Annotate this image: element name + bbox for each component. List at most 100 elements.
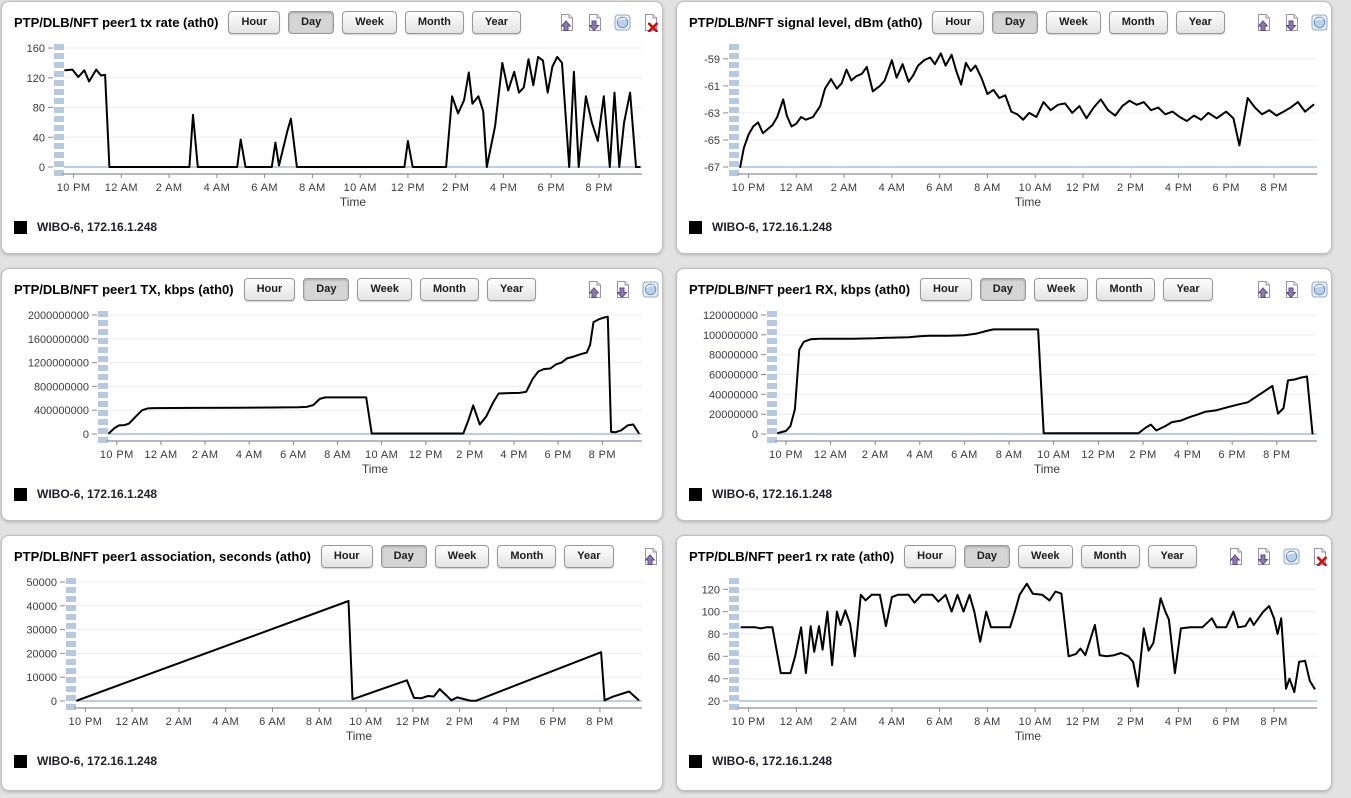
legend-swatch-icon <box>14 220 27 234</box>
x-tick-label: 8 AM <box>324 449 351 461</box>
range-button-year[interactable]: Year <box>1147 544 1197 568</box>
x-tick-label: 6 PM <box>538 182 565 194</box>
range-button-month[interactable]: Month <box>1108 10 1168 34</box>
range-button-day[interactable]: Day <box>380 544 427 568</box>
x-tick-label: 2 PM <box>446 716 473 728</box>
y-tick-label: 120000000 <box>703 310 758 322</box>
range-button-week[interactable]: Week <box>434 544 490 568</box>
range-button-year[interactable]: Year <box>1175 10 1225 34</box>
range-button-month[interactable]: Month <box>1080 544 1140 568</box>
y-tick-label: 80 <box>33 103 45 115</box>
vertical-stripe-bar <box>98 419 108 425</box>
vertical-stripe-bar <box>66 650 76 656</box>
range-button-month[interactable]: Month <box>404 10 464 34</box>
range-button-week[interactable]: Week <box>1018 544 1073 568</box>
y-tick-label: 40000 <box>26 601 57 613</box>
delete-icon[interactable] <box>1311 547 1328 566</box>
range-button-week[interactable]: Week <box>357 277 412 301</box>
vertical-stripe-bar <box>54 170 64 176</box>
range-button-week[interactable]: Week <box>1033 277 1089 301</box>
export-down-icon[interactable] <box>1283 13 1300 32</box>
x-tick-label: 6 PM <box>1213 716 1240 728</box>
vertical-stripe-bar <box>66 587 76 593</box>
panel-header: PTP/DLB/NFT peer1 RX, kbps (ath0) Hour Da… <box>685 275 1328 303</box>
vertical-stripe-bar <box>729 704 739 710</box>
y-tick-label: 40 <box>708 674 720 686</box>
x-tick-label: 2 PM <box>456 449 483 461</box>
x-tick-label: 12 AM <box>116 716 149 728</box>
x-tick-label: 2 PM <box>442 182 469 194</box>
vertical-stripe-bar <box>98 356 108 362</box>
export-up-icon[interactable] <box>1255 13 1272 32</box>
range-button-hour[interactable]: Hour <box>228 10 281 34</box>
range-button-day[interactable]: Day <box>963 544 1011 568</box>
export-down-icon[interactable] <box>614 280 631 299</box>
range-button-year[interactable]: Year <box>564 544 614 568</box>
export-up-icon[interactable] <box>586 280 603 299</box>
range-button-month[interactable]: Month <box>497 544 557 568</box>
range-button-year[interactable]: Year <box>471 10 522 34</box>
range-button-week[interactable]: Week <box>342 10 397 34</box>
chart-panel-tx-rate: PTP/DLB/NFT peer1 tx rate (ath0) Hour Day… <box>1 1 663 254</box>
globe-icon[interactable] <box>1283 547 1300 566</box>
range-button-hour[interactable]: Hour <box>932 10 984 34</box>
globe-icon[interactable] <box>642 280 659 299</box>
globe-icon[interactable] <box>1311 13 1328 32</box>
x-tick-label: 8 PM <box>1260 182 1287 194</box>
export-up-icon[interactable] <box>1227 547 1244 566</box>
vertical-stripe-bar <box>729 641 739 647</box>
x-tick-label: 8 PM <box>1260 716 1287 728</box>
x-tick-label: 4 PM <box>493 716 520 728</box>
vertical-stripe-bar <box>729 53 739 59</box>
legend-swatch-icon <box>689 487 702 501</box>
range-button-month[interactable]: Month <box>420 277 479 301</box>
y-tick-label: 30000 <box>26 625 57 637</box>
export-up-icon[interactable] <box>642 547 659 566</box>
x-axis-title: Time <box>1015 195 1042 209</box>
range-button-day[interactable]: Day <box>288 10 335 34</box>
line-chart: 20 40 60 80 100 120 10 PM 12 AM 2 AM 4 AM 6 AM 8 AM… <box>702 578 1317 743</box>
vertical-stripe-bar <box>98 401 108 407</box>
globe-icon[interactable] <box>1311 280 1328 299</box>
vertical-stripe-bar <box>767 419 777 425</box>
range-button-hour[interactable]: Hour <box>920 277 972 301</box>
range-button-year[interactable]: Year <box>486 277 537 301</box>
x-tick-label: 8 AM <box>299 182 326 194</box>
vertical-stripe-bar <box>767 383 777 389</box>
range-button-month[interactable]: Month <box>1096 277 1156 301</box>
range-button-week[interactable]: Week <box>1046 10 1101 34</box>
range-button-day[interactable]: Day <box>991 10 1039 34</box>
vertical-stripe-bar <box>729 71 739 77</box>
vertical-stripe-bar <box>54 71 64 77</box>
vertical-stripe-bar <box>54 53 64 59</box>
vertical-stripe-bar <box>729 587 739 593</box>
delete-icon[interactable] <box>642 13 659 32</box>
x-tick-label: 6 PM <box>539 716 566 728</box>
vertical-stripe-bar <box>66 686 76 692</box>
range-button-hour[interactable]: Hour <box>320 544 373 568</box>
y-tick-label: 40 <box>33 132 45 144</box>
range-button-hour[interactable]: Hour <box>243 277 296 301</box>
export-down-icon[interactable] <box>586 13 603 32</box>
time-range-buttons: Hour Day Week Month Year <box>920 277 1213 301</box>
export-down-icon[interactable] <box>1283 280 1300 299</box>
globe-icon[interactable] <box>614 13 631 32</box>
time-range-buttons: Hour Day Week Month Year <box>320 544 614 568</box>
x-tick-label: 6 PM <box>1219 449 1246 461</box>
vertical-stripe-bar <box>54 62 64 68</box>
y-tick-label: 2000000000 <box>28 310 89 322</box>
range-button-day[interactable]: Day <box>303 277 350 301</box>
vertical-stripe-bar <box>66 614 76 620</box>
line-chart: 0 400000000 800000000 1200000000 1600000000 2… <box>28 310 642 476</box>
line-chart: 0 20000000 40000000 60000000 80000000 1000000… <box>703 310 1317 476</box>
x-tick-label: 4 PM <box>1165 716 1192 728</box>
range-button-day[interactable]: Day <box>979 277 1026 301</box>
x-tick-label: 8 PM <box>585 182 612 194</box>
range-button-hour[interactable]: Hour <box>904 544 956 568</box>
y-tick-label: 0 <box>51 696 57 708</box>
export-up-icon[interactable] <box>1255 280 1272 299</box>
vertical-stripe-bar <box>729 578 739 584</box>
export-down-icon[interactable] <box>1255 547 1272 566</box>
export-up-icon[interactable] <box>558 13 575 32</box>
range-button-year[interactable]: Year <box>1163 277 1213 301</box>
